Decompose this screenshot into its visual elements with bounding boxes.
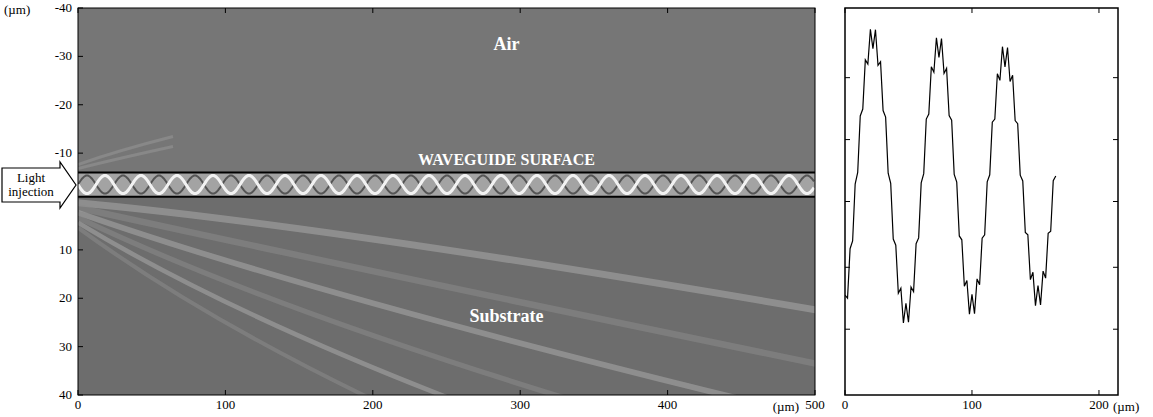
- x-tick-label: 200: [363, 397, 383, 412]
- y-tick: [845, 139, 850, 140]
- y-tick: [78, 56, 83, 57]
- waveguide-boundary: [78, 196, 815, 198]
- plot-marks: [845, 29, 1056, 323]
- y-tick: [1113, 77, 1118, 78]
- x-tick-label: 300: [510, 397, 530, 412]
- y-tick: [1113, 139, 1118, 140]
- x-tick: [78, 8, 79, 13]
- x-tick-label: 100: [962, 397, 982, 412]
- y-tick-label: 40: [59, 387, 72, 402]
- profile-line: [845, 29, 1056, 323]
- x-axis-label: (µm): [1113, 399, 1139, 414]
- radiation-band: [78, 213, 815, 395]
- y-tick-label: 30: [59, 339, 72, 354]
- x-tick: [372, 8, 373, 13]
- y-tick-label: -30: [55, 48, 72, 63]
- y-tick: [845, 77, 850, 78]
- annotation: Substrate: [469, 306, 543, 326]
- x-tick: [971, 8, 972, 13]
- waveguide-pattern: [78, 176, 814, 194]
- x-tick: [845, 390, 846, 395]
- y-tick-label: -10: [55, 145, 72, 160]
- x-tick-label: 200: [1089, 397, 1109, 412]
- air-region: [78, 8, 815, 172]
- y-tick: [845, 201, 850, 202]
- y-tick: [1113, 201, 1118, 202]
- y-tick: [78, 346, 83, 347]
- y-tick-label: -40: [55, 0, 72, 15]
- air-wisp: [78, 136, 173, 164]
- x-tick-label: 400: [658, 397, 678, 412]
- x-tick: [520, 8, 521, 13]
- x-tick: [815, 390, 816, 395]
- waveguide-pattern: [78, 176, 814, 194]
- injection-label-line: Light: [17, 170, 46, 185]
- injection-arrow: [2, 162, 76, 208]
- y-tick: [78, 395, 83, 396]
- x-tick-label: 100: [216, 397, 236, 412]
- plot-frame: [78, 8, 815, 395]
- x-tick: [845, 8, 846, 13]
- x-tick: [1098, 390, 1099, 395]
- radiation-band: [78, 228, 815, 395]
- x-tick: [815, 8, 816, 13]
- x-tick-label: 500: [805, 397, 825, 412]
- annotation: WAVEGUIDE SURFACE: [418, 151, 595, 168]
- y-tick-label: 10: [59, 242, 72, 257]
- waveguide-boundary: [78, 171, 815, 173]
- field-background: [78, 8, 815, 395]
- y-tick: [78, 153, 83, 154]
- figure: 0 100 200 300 400 500 -40 -30 -20 -10 10 20 30 40 (µm)…: [0, 0, 1153, 417]
- y-tick: [78, 298, 83, 299]
- substrate-region: [78, 197, 815, 395]
- plot-frame: [845, 8, 1118, 395]
- x-tick: [372, 390, 373, 395]
- y-tick: [845, 329, 850, 330]
- plot-background: [845, 8, 1118, 395]
- x-tick: [667, 390, 668, 395]
- x-tick: [520, 390, 521, 395]
- x-tick-label: 0: [75, 397, 82, 412]
- x-tick: [78, 390, 79, 395]
- y-tick: [78, 104, 83, 105]
- y-tick-label: -20: [55, 97, 72, 112]
- annotation: Air: [494, 34, 520, 54]
- x-tick-label: 0: [842, 397, 849, 412]
- y-axis-label: (µm): [4, 2, 30, 17]
- x-axis-label: (µm): [773, 399, 799, 414]
- field-area: [78, 8, 815, 395]
- x-tick: [225, 8, 226, 13]
- x-tick: [667, 8, 668, 13]
- injection-label: Lightinjection: [8, 170, 54, 199]
- y-tick: [78, 249, 83, 250]
- y-tick: [78, 8, 83, 9]
- x-tick: [1098, 8, 1099, 13]
- waveguide-core: [78, 172, 815, 196]
- y-tick-label: 20: [59, 290, 72, 305]
- x-tick: [971, 390, 972, 395]
- y-tick: [845, 267, 850, 268]
- y-tick: [1113, 329, 1118, 330]
- radiation-band: [78, 218, 815, 395]
- y-tick: [1113, 267, 1118, 268]
- injection-label-line: injection: [8, 184, 54, 199]
- radiation-band: [78, 208, 815, 372]
- radiation-band: [78, 223, 815, 395]
- x-tick: [225, 390, 226, 395]
